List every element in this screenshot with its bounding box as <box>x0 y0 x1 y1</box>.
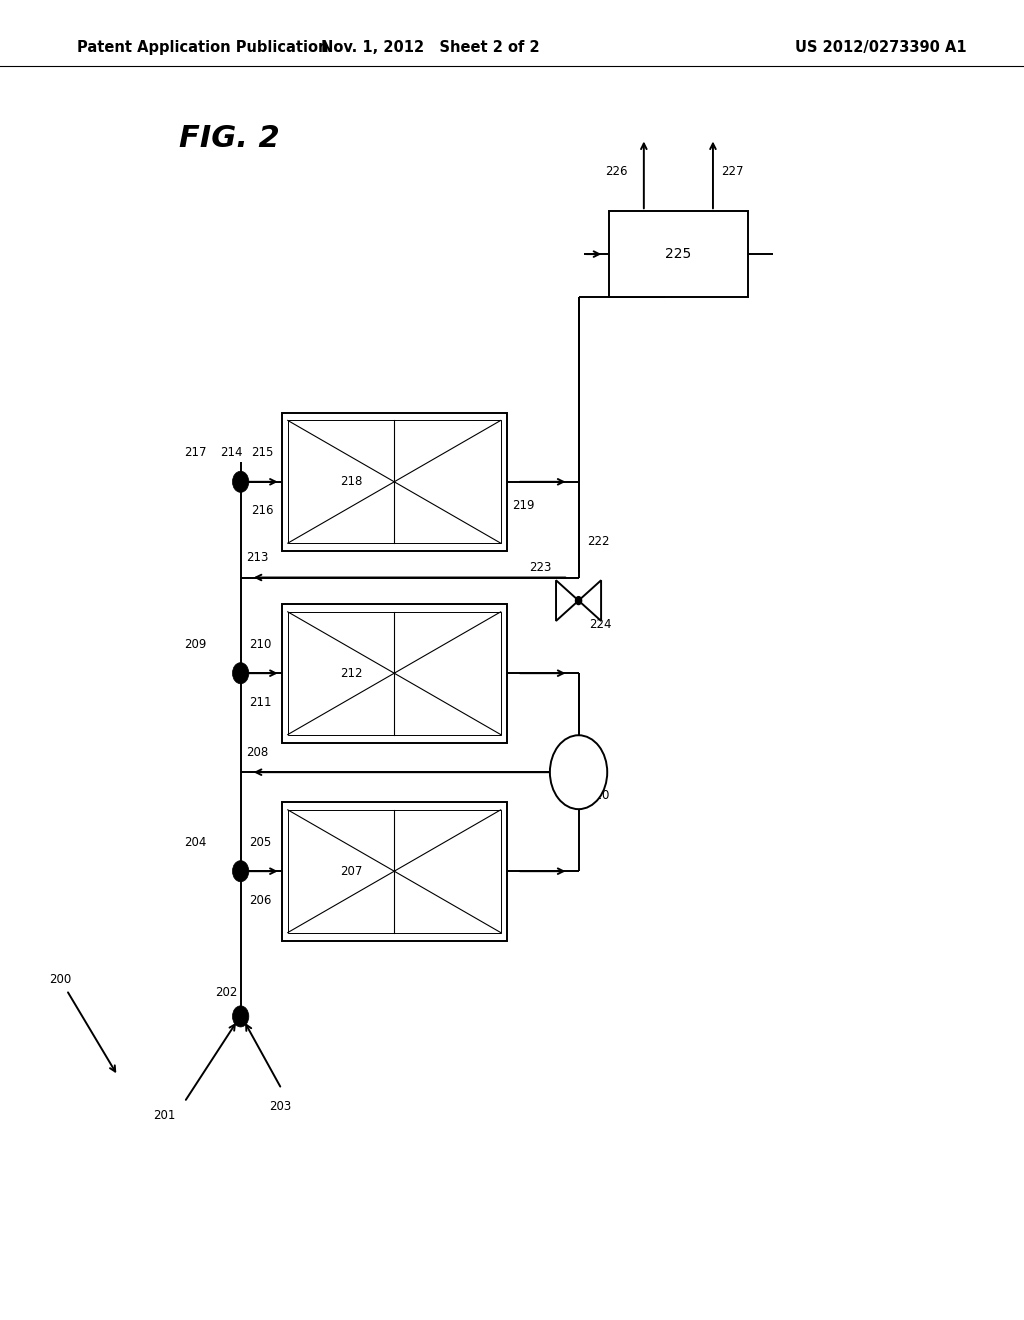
Text: 216: 216 <box>251 504 273 517</box>
Circle shape <box>232 663 249 684</box>
Text: 224: 224 <box>589 618 611 631</box>
Text: 206: 206 <box>249 894 271 907</box>
Circle shape <box>550 735 607 809</box>
Circle shape <box>232 1006 249 1027</box>
Text: 214: 214 <box>220 446 243 459</box>
Text: 202: 202 <box>215 986 238 999</box>
Text: 219: 219 <box>512 499 535 512</box>
Bar <box>282 801 507 940</box>
Text: 211: 211 <box>249 696 271 709</box>
Text: 225: 225 <box>666 247 691 261</box>
Text: US 2012/0273390 A1: US 2012/0273390 A1 <box>795 40 967 55</box>
Bar <box>288 420 501 544</box>
Text: 221: 221 <box>566 767 588 777</box>
Circle shape <box>232 471 249 492</box>
Text: 209: 209 <box>184 638 207 651</box>
Text: 227: 227 <box>721 165 743 178</box>
Polygon shape <box>556 581 579 620</box>
Text: 212: 212 <box>340 667 362 680</box>
Circle shape <box>575 597 582 605</box>
Bar <box>609 211 748 297</box>
Text: 210: 210 <box>249 638 271 651</box>
Text: 220: 220 <box>587 789 609 801</box>
Bar <box>288 809 501 932</box>
Text: Patent Application Publication: Patent Application Publication <box>77 40 329 55</box>
Text: 213: 213 <box>246 552 268 564</box>
Bar <box>282 412 507 552</box>
Text: 201: 201 <box>154 1109 176 1122</box>
Text: 218: 218 <box>340 475 362 488</box>
Text: 208: 208 <box>246 746 268 759</box>
Text: 215: 215 <box>251 446 273 459</box>
Text: 203: 203 <box>269 1100 292 1113</box>
Text: 200: 200 <box>49 973 72 986</box>
Text: 222: 222 <box>587 535 609 548</box>
Text: 223: 223 <box>529 561 552 574</box>
Bar <box>288 612 501 734</box>
Text: FIG. 2: FIG. 2 <box>179 124 280 153</box>
Text: 207: 207 <box>340 865 362 878</box>
Text: 226: 226 <box>605 165 628 178</box>
Text: 205: 205 <box>249 836 271 849</box>
Text: 217: 217 <box>184 446 207 459</box>
Polygon shape <box>579 581 601 620</box>
Text: 204: 204 <box>184 836 207 849</box>
Circle shape <box>232 861 249 882</box>
Bar <box>282 605 507 742</box>
Text: Nov. 1, 2012   Sheet 2 of 2: Nov. 1, 2012 Sheet 2 of 2 <box>321 40 540 55</box>
